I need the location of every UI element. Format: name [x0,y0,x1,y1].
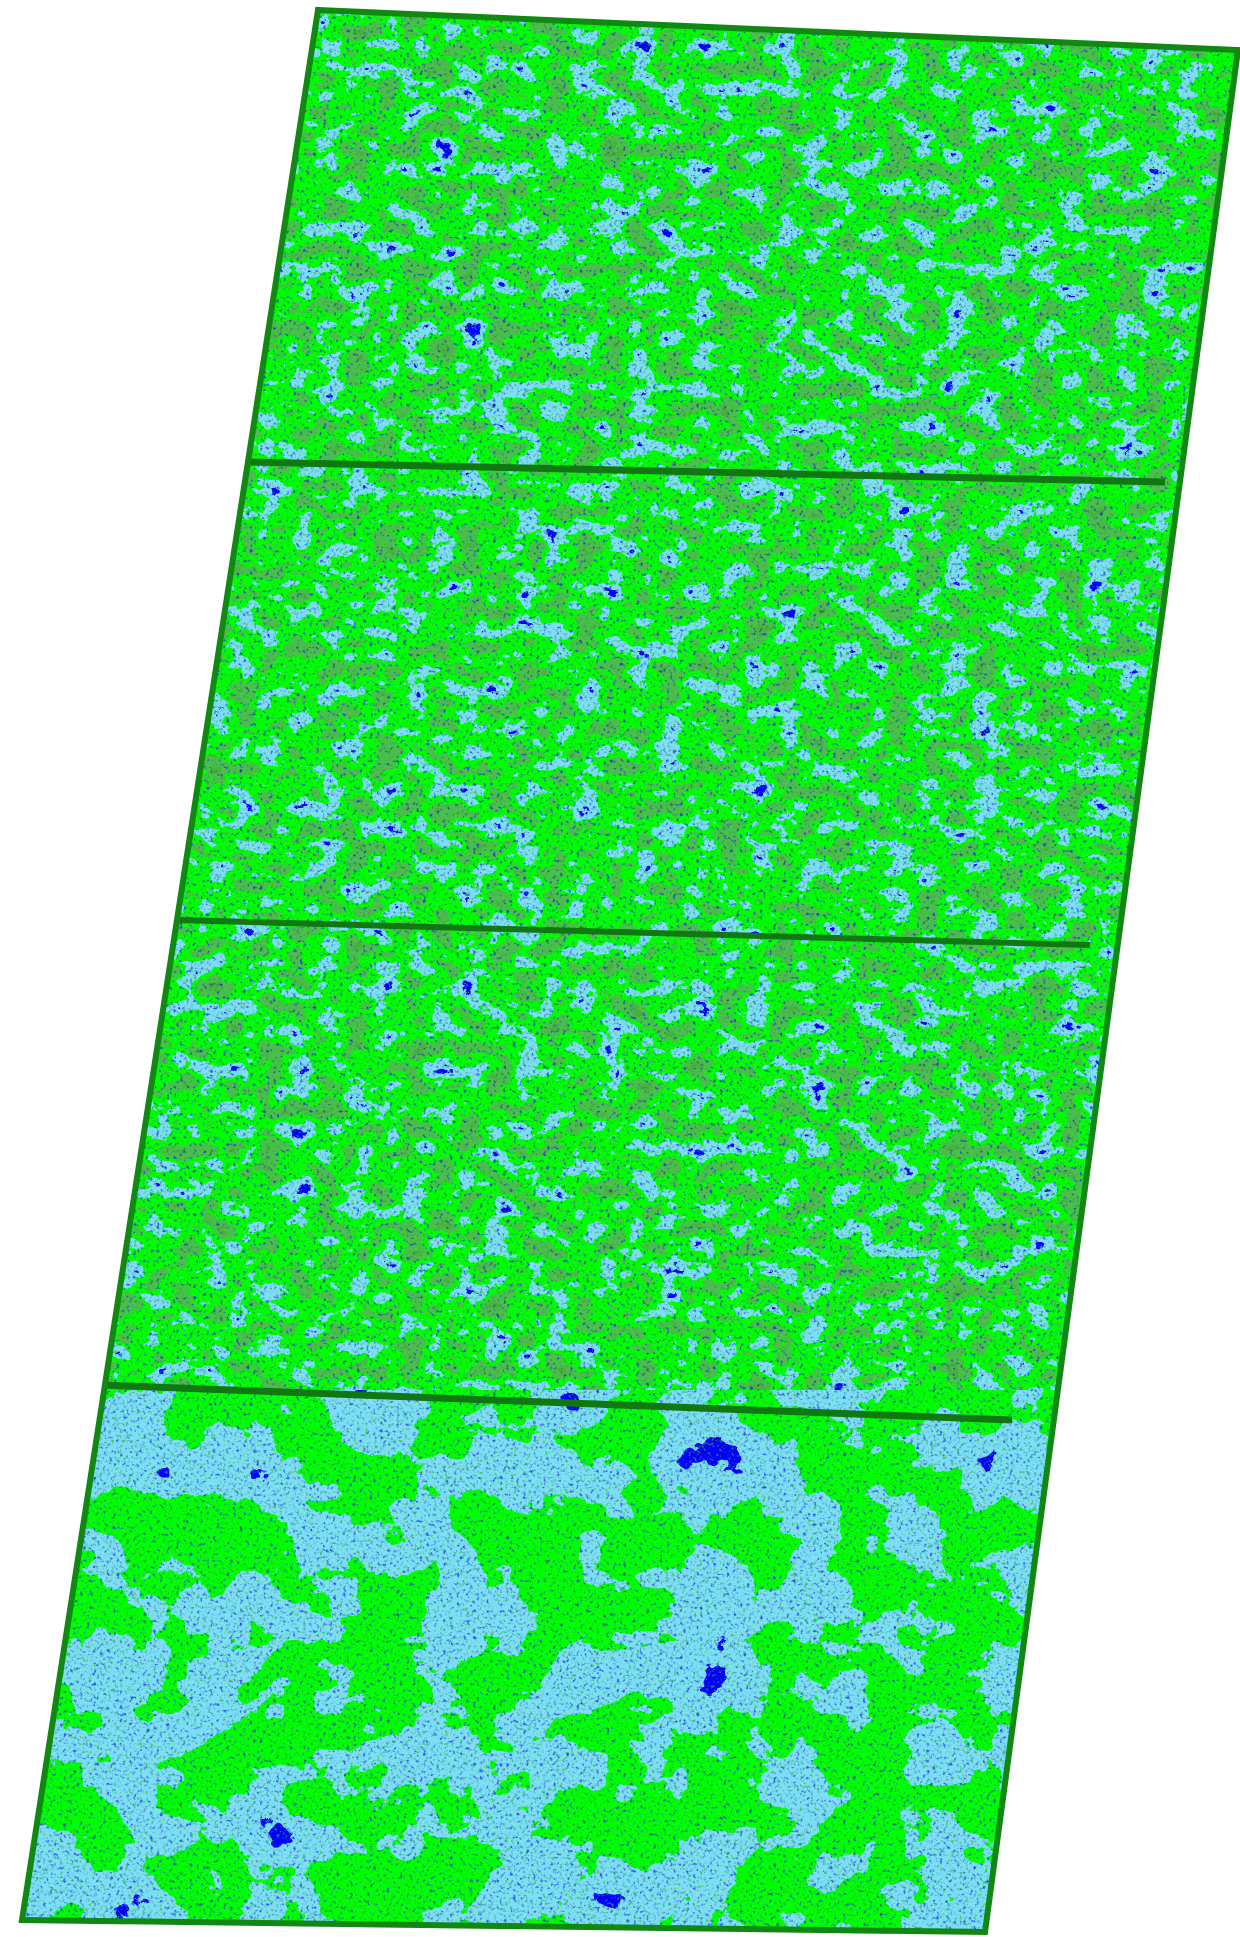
field-divider [177,917,1091,948]
field-divider [99,1381,1013,1424]
field-divider [249,458,1166,486]
field-border [18,6,1240,1936]
